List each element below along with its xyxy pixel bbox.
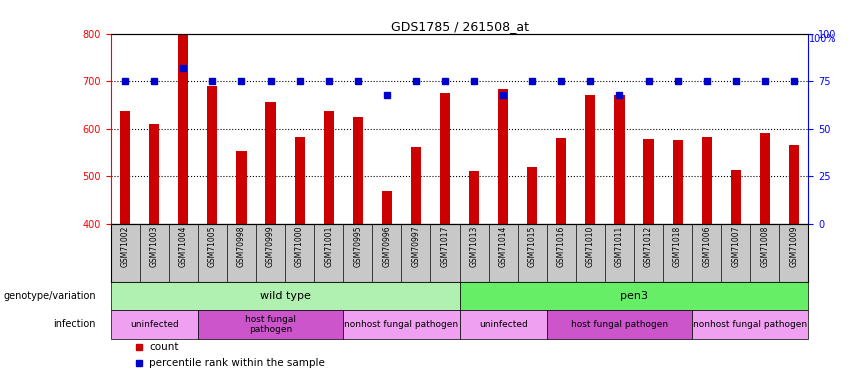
Bar: [323, 111, 334, 224]
Bar: [731, 170, 741, 224]
Bar: [469, 171, 479, 224]
Bar: [692, 310, 808, 339]
Text: wild type: wild type: [260, 291, 311, 301]
Bar: [266, 102, 276, 224]
Text: GSM71005: GSM71005: [208, 226, 217, 267]
Text: uninfected: uninfected: [130, 320, 179, 329]
Bar: [546, 310, 692, 339]
Bar: [343, 310, 460, 339]
Bar: [111, 310, 197, 339]
Text: genotype/variation: genotype/variation: [3, 291, 96, 301]
Bar: [411, 147, 421, 224]
Bar: [440, 93, 450, 224]
Text: GSM71018: GSM71018: [673, 226, 683, 267]
Text: GSM70998: GSM70998: [237, 226, 246, 267]
Bar: [789, 145, 799, 224]
Text: percentile rank within the sample: percentile rank within the sample: [149, 358, 325, 368]
Bar: [149, 124, 159, 224]
Bar: [111, 282, 460, 310]
Text: GSM71010: GSM71010: [585, 226, 595, 267]
Bar: [760, 133, 770, 224]
Bar: [237, 151, 247, 224]
Text: GSM71007: GSM71007: [731, 226, 740, 267]
Text: GSM70995: GSM70995: [353, 226, 363, 267]
Bar: [701, 137, 711, 224]
Text: pen3: pen3: [620, 291, 648, 301]
Bar: [208, 86, 218, 224]
Text: GSM71014: GSM71014: [499, 226, 508, 267]
Bar: [527, 167, 537, 224]
Bar: [197, 310, 343, 339]
Text: GSM70999: GSM70999: [266, 226, 275, 267]
Text: GSM71015: GSM71015: [528, 226, 537, 267]
Text: count: count: [149, 342, 179, 352]
Text: GSM70997: GSM70997: [411, 226, 420, 267]
Text: GSM71011: GSM71011: [615, 226, 624, 267]
Text: nonhost fungal pathogen: nonhost fungal pathogen: [345, 320, 459, 329]
Text: GSM71016: GSM71016: [557, 226, 566, 267]
Text: GSM71013: GSM71013: [470, 226, 478, 267]
Text: GSM71001: GSM71001: [324, 226, 334, 267]
Bar: [643, 139, 654, 224]
Text: uninfected: uninfected: [479, 320, 528, 329]
Text: GSM71000: GSM71000: [295, 226, 304, 267]
Bar: [557, 138, 567, 224]
Text: nonhost fungal pathogen: nonhost fungal pathogen: [694, 320, 808, 329]
Bar: [352, 117, 363, 224]
Bar: [498, 89, 508, 224]
Text: GSM70996: GSM70996: [382, 226, 391, 267]
Text: GSM71008: GSM71008: [760, 226, 769, 267]
Text: GSM71009: GSM71009: [790, 226, 798, 267]
Bar: [585, 94, 596, 224]
Text: GSM71006: GSM71006: [702, 226, 711, 267]
Text: GSM71004: GSM71004: [179, 226, 188, 267]
Text: GSM71012: GSM71012: [644, 226, 653, 267]
Bar: [178, 34, 188, 224]
Text: host fungal
pathogen: host fungal pathogen: [245, 315, 296, 334]
Text: host fungal pathogen: host fungal pathogen: [571, 320, 668, 329]
Text: 100%: 100%: [809, 34, 837, 44]
Bar: [672, 140, 683, 224]
Title: GDS1785 / 261508_at: GDS1785 / 261508_at: [391, 20, 528, 33]
Bar: [614, 94, 625, 224]
Bar: [460, 310, 546, 339]
Text: GSM71003: GSM71003: [150, 226, 159, 267]
Text: GSM71002: GSM71002: [121, 226, 129, 267]
Text: infection: infection: [54, 320, 96, 329]
Bar: [382, 190, 392, 224]
Bar: [460, 282, 808, 310]
Bar: [120, 111, 130, 224]
Bar: [294, 137, 305, 224]
Text: GSM71017: GSM71017: [441, 226, 449, 267]
